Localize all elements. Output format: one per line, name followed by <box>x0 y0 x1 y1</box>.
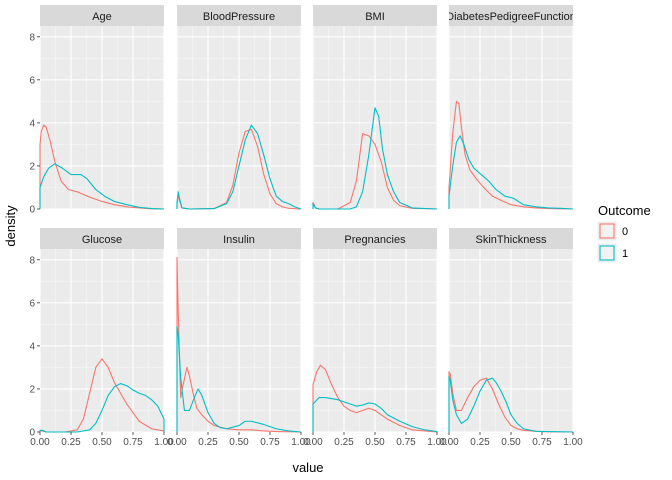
x-tick-label: 1.00 <box>291 437 311 448</box>
legend-entry-1: 1 <box>597 243 628 263</box>
density-curve-outcome-1 <box>39 383 165 433</box>
y-tick-label: 8 <box>29 255 35 266</box>
facet-strip-label: Age <box>92 11 112 23</box>
density-curve-outcome-1 <box>312 397 438 433</box>
x-tick-label: 0.50 <box>365 437 385 448</box>
gridlines <box>176 26 302 210</box>
x-tick-label: 0.25 <box>470 437 490 448</box>
facet-strip <box>313 228 437 249</box>
x-tick-label: 0.00 <box>303 437 323 448</box>
y-tick-label: 2 <box>29 384 35 395</box>
density-curve-outcome-1 <box>448 135 574 210</box>
legend: Outcome 0 1 <box>597 203 651 263</box>
gridlines <box>39 249 165 433</box>
facet-BloodPressure: BloodPressure <box>176 5 302 210</box>
x-tick-label: 0.25 <box>61 437 81 448</box>
legend-key-0 <box>597 221 617 241</box>
density-curve-outcome-1 <box>176 124 302 210</box>
x-tick-label: 0.00 <box>30 437 50 448</box>
facet-Pregnancies: Pregnancies 0.00 0.25 0.50 0.75 1.00 <box>303 228 447 448</box>
x-tick-label: 0.75 <box>123 437 143 448</box>
y-axis-title: density <box>3 205 18 247</box>
x-tick-label: 0.25 <box>334 437 354 448</box>
facet-strip-label: BloodPressure <box>203 11 275 23</box>
facet-strip-label: Pregnancies <box>344 234 406 246</box>
gridlines <box>312 249 438 433</box>
facet-strip <box>449 5 573 26</box>
facet-SkinThickness: SkinThickness 0.00 0.25 0.50 0.75 1.00 <box>439 228 583 448</box>
y-tick-label: 4 <box>29 341 35 352</box>
facet-strip-label: BMI <box>365 11 385 23</box>
legend-entry-0: 0 <box>597 221 628 241</box>
facet-strip-label: SkinThickness <box>476 234 547 246</box>
facet-Glucose: Glucose 0 2 4 6 8 0.00 0.25 0.50 0.75 1.00 <box>29 228 174 448</box>
density-curve-outcome-0 <box>39 124 165 210</box>
density-curve-outcome-0 <box>448 100 574 210</box>
x-tick-label: 0.25 <box>198 437 218 448</box>
x-tick-label: 1.00 <box>427 437 447 448</box>
y-tick-label: 8 <box>29 32 35 43</box>
facet-strip <box>449 228 573 249</box>
x-tick-label: 0.75 <box>396 437 416 448</box>
density-curve-outcome-0 <box>176 257 302 433</box>
legend-box-0 <box>599 223 615 239</box>
y-tick-label: 6 <box>29 75 35 86</box>
x-tick-label: 0.75 <box>260 437 280 448</box>
legend-label-0: 0 <box>622 226 628 238</box>
facet-panels: Age 0 2 4 6 8 BloodPressure BMI DiabetesPedigree… <box>29 5 583 448</box>
facet-strip <box>40 228 164 249</box>
x-tick-label: 0.50 <box>92 437 112 448</box>
gridlines <box>448 26 574 210</box>
facet-strip <box>40 5 164 26</box>
facet-strip <box>177 228 301 249</box>
legend-box-1 <box>599 245 615 261</box>
x-tick-label: 0.75 <box>532 437 552 448</box>
x-tick-label: 1.00 <box>563 437 583 448</box>
density-curve-outcome-1 <box>448 375 574 433</box>
gridlines <box>312 26 438 210</box>
facet-strip-label: Insulin <box>223 234 255 246</box>
y-tick-label: 0 <box>29 205 35 216</box>
x-tick-label: 0.50 <box>229 437 249 448</box>
facet-Insulin: Insulin 0.00 0.25 0.50 0.75 1.00 <box>167 228 311 448</box>
x-tick-label: 1.00 <box>154 437 174 448</box>
facet-DiabetesPedigreeFunction: DiabetesPedigreeFunction <box>446 5 576 210</box>
facet-strip-label: Glucose <box>82 234 122 246</box>
density-curve-outcome-1 <box>176 325 302 433</box>
x-tick-label: 0.00 <box>167 437 187 448</box>
legend-title: Outcome <box>598 203 651 218</box>
facet-strip <box>177 5 301 26</box>
legend-key-1 <box>597 243 617 263</box>
y-tick-label: 0 <box>29 428 35 439</box>
x-axis-title: value <box>292 460 323 475</box>
y-tick-label: 4 <box>29 118 35 129</box>
density-curve-outcome-1 <box>39 163 165 210</box>
density-curve-outcome-1 <box>312 107 438 210</box>
density-curve-outcome-0 <box>312 364 438 433</box>
facet-Age: Age 0 2 4 6 8 <box>29 5 165 216</box>
density-curve-outcome-0 <box>448 371 574 433</box>
legend-label-1: 1 <box>622 248 628 260</box>
y-tick-label: 6 <box>29 298 35 309</box>
facet-strip <box>313 5 437 26</box>
facet-strip-label: DiabetesPedigreeFunction <box>446 11 576 23</box>
x-tick-label: 0.50 <box>501 437 521 448</box>
gridlines <box>448 249 574 433</box>
facet-BMI: BMI <box>312 5 438 210</box>
x-tick-label: 0.00 <box>439 437 459 448</box>
y-tick-label: 2 <box>29 161 35 172</box>
